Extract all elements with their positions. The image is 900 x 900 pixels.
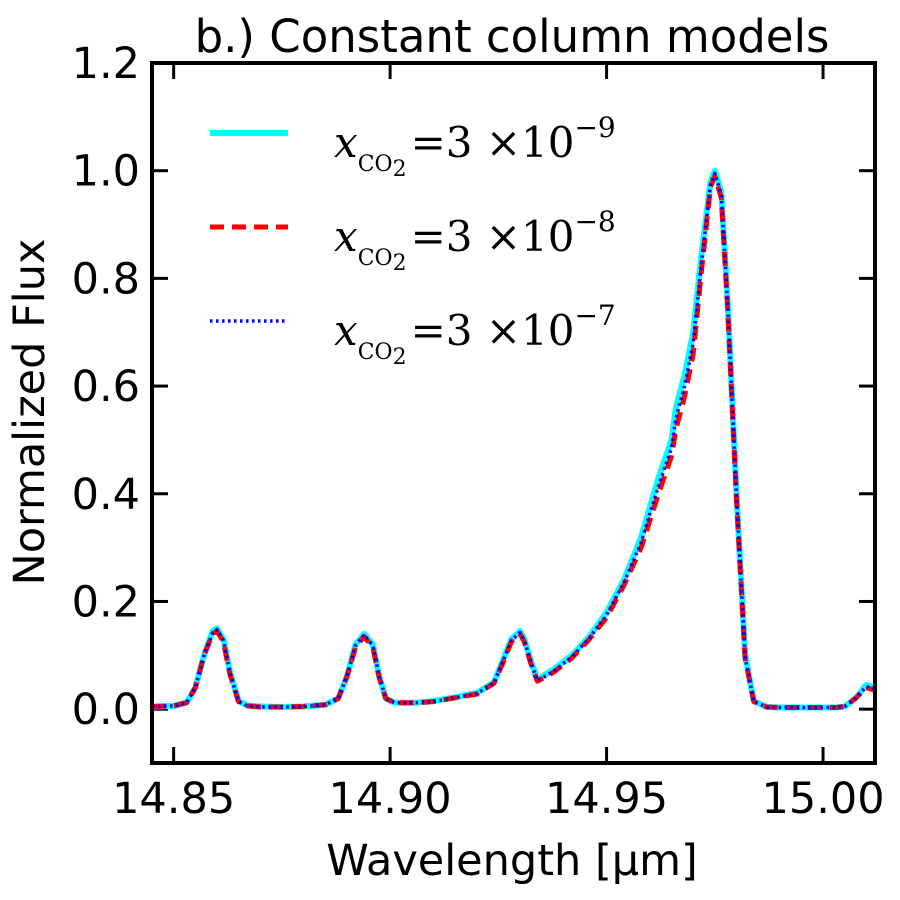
- legend-entry-label: xCO2=3 ×10−9: [334, 111, 616, 182]
- y-tick-label: 0.0: [72, 685, 140, 735]
- series-line-3: [152, 171, 875, 710]
- legend-entry-label: xCO2=3 ×10−8: [334, 205, 616, 276]
- x-tick-label: 15.00: [761, 774, 884, 824]
- legend-sub-text: CO: [358, 152, 393, 177]
- legend-exp-text: −8: [574, 205, 615, 238]
- x-tick-label: 14.85: [112, 774, 235, 824]
- y-tick-label: 0.6: [72, 362, 140, 412]
- legend-sub2-text: 2: [393, 251, 407, 276]
- legend-var-text: x: [334, 118, 358, 167]
- y-tick-label: 0.2: [72, 577, 140, 627]
- legend-var-text: x: [334, 212, 358, 261]
- legend-var-text: x: [334, 306, 358, 355]
- plot-frame: [150, 61, 877, 765]
- y-tick-label: 1.0: [72, 147, 140, 197]
- legend-sub2-text: 2: [393, 157, 407, 182]
- legend-exp-text: −9: [574, 111, 615, 144]
- legend-entry-label: xCO2=3 ×10−7: [334, 299, 616, 370]
- y-axis-label: Normalized Flux: [5, 239, 55, 586]
- x-tick-label: 14.95: [545, 774, 668, 824]
- y-tick-label: 0.8: [72, 254, 140, 304]
- x-axis-label: Wavelength [μm]: [326, 836, 698, 886]
- legend-exp-text: −7: [574, 299, 615, 332]
- series-layer: [152, 167, 875, 711]
- y-tick-label: 0.4: [72, 470, 140, 520]
- x-tick-label: 14.90: [329, 774, 452, 824]
- y-tick-label: 1.2: [72, 39, 140, 89]
- legend-sub-text: CO: [358, 246, 393, 271]
- legend-eq-text: =3 ×10: [411, 306, 575, 355]
- chart-title: b.) Constant column models: [195, 10, 830, 63]
- legend-eq-text: =3 ×10: [411, 212, 575, 261]
- legend-sub-text: CO: [358, 340, 393, 365]
- axis-ticks: 14.85 14.90 14.95 15.00 0.0 0.2 0.4 0.6 0.8 1.0 1.…: [72, 39, 885, 824]
- legend-sub2-text: 2: [393, 345, 407, 370]
- legend-eq-text: =3 ×10: [411, 118, 575, 167]
